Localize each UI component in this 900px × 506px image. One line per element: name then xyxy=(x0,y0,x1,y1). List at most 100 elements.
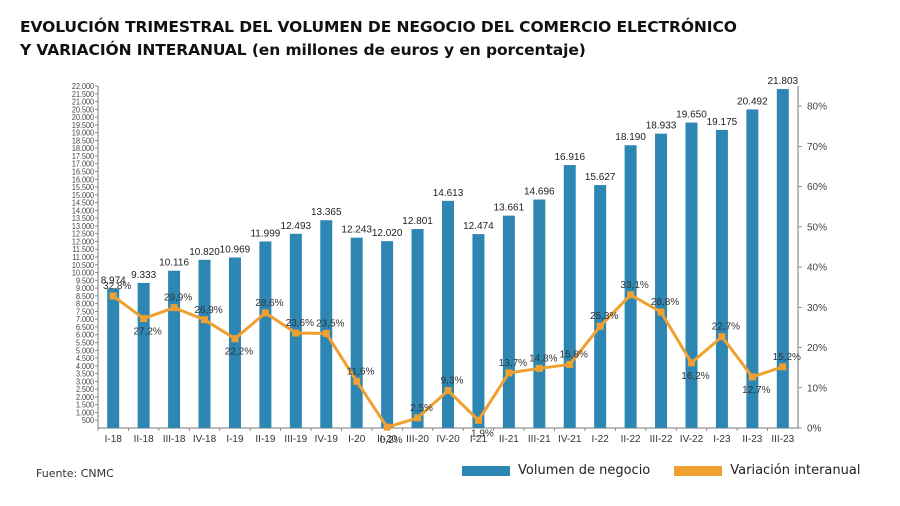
left-axis-tick-label: 3.500 xyxy=(76,369,95,379)
bar-volumen xyxy=(107,288,120,428)
left-axis-tick-label: 16.500 xyxy=(72,167,95,177)
left-axis-tick-label: 500 xyxy=(82,416,95,426)
bar-data-label: 10.820 xyxy=(189,247,220,258)
bar-volumen xyxy=(198,259,211,428)
bar-data-label: 16.916 xyxy=(554,152,585,163)
line-data-label: 2,5% xyxy=(410,403,433,414)
chart-title-line-2: Y VARIACIÓN INTERANUAL (en millones de e… xyxy=(20,41,586,59)
x-axis-category-label: III-19 xyxy=(284,434,307,445)
bar-data-label: 8.974 xyxy=(101,275,126,286)
bar-data-label: 12.493 xyxy=(281,221,312,232)
line-data-label: 27,2% xyxy=(133,327,161,338)
legend-item-bars: Volumen de negocio xyxy=(462,463,650,478)
left-axis-tick-label: 8.500 xyxy=(76,291,95,301)
left-axis-tick-label: 2.000 xyxy=(76,392,95,402)
left-axis-tick-label: 19.500 xyxy=(72,120,95,130)
bar-volumen xyxy=(655,133,668,428)
left-axis-tick-label: 11.000 xyxy=(72,252,94,262)
bar-volumen xyxy=(715,129,728,429)
bar-data-label: 14.696 xyxy=(524,187,555,198)
bar-data-label: 13.365 xyxy=(311,207,342,218)
x-axis-category-label: I-22 xyxy=(592,434,610,445)
x-axis-category-label: I-23 xyxy=(713,434,731,445)
left-axis-tick-label: 5.500 xyxy=(76,338,95,348)
left-axis-tick-label: 16.000 xyxy=(72,175,95,185)
line-data-label: 22,2% xyxy=(225,347,253,358)
left-axis-tick-label: 4.500 xyxy=(76,354,95,364)
left-axis-tick-label: 6.500 xyxy=(76,322,95,332)
bar-data-label: 10.116 xyxy=(159,258,189,269)
line-data-label: 23,6% xyxy=(286,318,314,329)
left-axis-tick-label: 7.000 xyxy=(76,315,95,325)
line-data-label: 33,1% xyxy=(620,280,648,291)
legend-item-line: Variación interanual xyxy=(674,463,860,478)
x-axis-category-label: III-21 xyxy=(528,434,551,445)
line-point-marker xyxy=(596,322,604,330)
right-axis-tick-label: 80% xyxy=(807,102,827,113)
bar-volumen xyxy=(320,220,333,428)
left-axis-tick-label: 21.000 xyxy=(72,97,95,107)
bar-data-label: 9.333 xyxy=(131,270,156,281)
left-axis-tick-label: 17.000 xyxy=(72,159,95,169)
line-point-marker xyxy=(322,329,330,337)
left-axis-tick-label: 18.500 xyxy=(72,136,95,146)
left-axis-tick-label: 1.000 xyxy=(76,408,95,418)
bar-data-label: 12.474 xyxy=(463,221,494,232)
left-axis-tick-label: 19.000 xyxy=(72,128,95,138)
right-axis-tick-label: 40% xyxy=(807,263,827,274)
right-axis-tick-label: 20% xyxy=(807,343,827,354)
bar-volumen xyxy=(746,109,759,429)
source-note: Fuente: CNMC xyxy=(36,467,114,480)
bar-volumen xyxy=(563,165,576,429)
line-data-label: 28,6% xyxy=(255,298,283,309)
left-axis-tick-label: 22.000 xyxy=(72,81,95,91)
line-point-marker xyxy=(261,309,269,317)
legend-swatch-line xyxy=(674,465,723,476)
line-data-label: 15,2% xyxy=(773,352,801,363)
line-data-label: 25,3% xyxy=(590,311,618,322)
line-point-marker xyxy=(535,364,543,372)
line-point-marker xyxy=(383,423,391,431)
line-data-label: 9,3% xyxy=(441,376,464,387)
x-axis-category-label: III-18 xyxy=(163,434,186,445)
left-axis-tick-label: 11.500 xyxy=(72,245,94,255)
bar-volumen xyxy=(411,229,424,428)
left-axis-tick-label: 8.000 xyxy=(76,299,95,309)
line-point-marker xyxy=(140,315,148,323)
bar-volumen xyxy=(594,185,607,428)
bar-data-label: 19.650 xyxy=(676,110,707,121)
bar-data-label: 20.492 xyxy=(737,96,768,107)
left-axis-tick-label: 14.500 xyxy=(72,198,95,208)
bar-data-label: 19.175 xyxy=(707,117,738,128)
left-axis-tick-label: 21.500 xyxy=(72,89,95,99)
x-axis-category-label: III-23 xyxy=(771,434,794,445)
left-axis-tick-label: 13.000 xyxy=(72,221,95,231)
left-axis-tick-label: 17.500 xyxy=(72,151,95,161)
bar-volumen xyxy=(259,241,272,428)
left-axis-tick-label: 4.000 xyxy=(76,361,95,371)
legend-label-line: Variación interanual xyxy=(730,463,861,478)
line-data-label: 15,8% xyxy=(560,349,588,360)
line-data-label: 22,7% xyxy=(712,322,740,333)
line-point-marker xyxy=(657,308,665,316)
line-point-marker xyxy=(566,360,574,368)
line-point-marker xyxy=(627,291,635,299)
left-axis-tick-label: 10.500 xyxy=(72,260,95,270)
left-axis-tick-label: 18.000 xyxy=(72,144,95,154)
left-axis-tick-label: 3.000 xyxy=(76,377,95,387)
x-axis-category-label: IV-18 xyxy=(193,434,217,445)
line-point-marker xyxy=(231,335,239,343)
line-data-label: 16,2% xyxy=(681,371,709,382)
left-axis-tick-label: 5.000 xyxy=(76,346,95,356)
x-axis-category-label: I-21 xyxy=(470,434,488,445)
line-data-label: 23,5% xyxy=(316,318,344,329)
line-point-marker xyxy=(779,363,787,371)
x-axis-category-label: III-20 xyxy=(406,434,429,445)
line-data-label: 26,9% xyxy=(194,305,222,316)
chart-title: EVOLUCIÓN TRIMESTRAL DEL VOLUMEN DE NEGO… xyxy=(20,16,880,62)
line-point-marker xyxy=(474,416,482,424)
line-data-label: 1,9% xyxy=(471,428,494,439)
line-point-marker xyxy=(414,414,422,422)
left-axis-tick-label: 12.000 xyxy=(72,237,95,247)
x-axis-category-label: II-23 xyxy=(742,434,762,445)
